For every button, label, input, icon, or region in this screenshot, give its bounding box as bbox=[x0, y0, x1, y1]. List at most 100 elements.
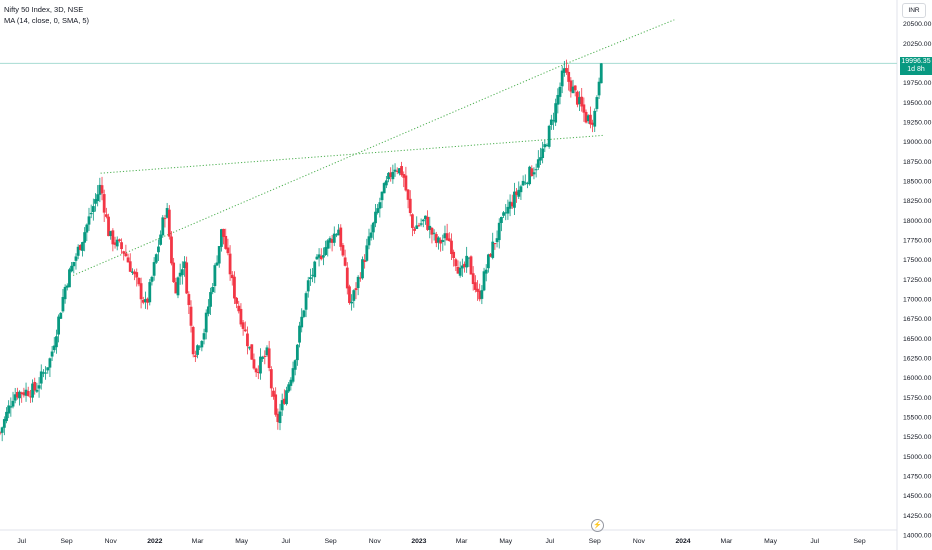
candle-body bbox=[252, 359, 256, 369]
candle-body bbox=[586, 115, 590, 122]
candle-body bbox=[335, 234, 338, 236]
candle-body bbox=[63, 286, 67, 300]
candle-body bbox=[495, 238, 499, 243]
candle-body bbox=[272, 390, 275, 397]
candle-body bbox=[11, 400, 15, 407]
candle-body bbox=[141, 299, 145, 303]
candle-body bbox=[157, 246, 160, 253]
candle-body bbox=[211, 286, 215, 293]
candle-body bbox=[523, 182, 527, 184]
y-tick-label: 15500.00 bbox=[903, 415, 932, 422]
candle-body bbox=[193, 355, 197, 357]
candle-body bbox=[52, 345, 56, 351]
candle-body bbox=[456, 266, 460, 274]
candle-body bbox=[22, 392, 26, 396]
candle-body bbox=[521, 180, 525, 186]
candle-body bbox=[417, 225, 421, 227]
candle-body bbox=[202, 333, 206, 340]
currency-button[interactable]: INR bbox=[902, 3, 926, 18]
candle-body bbox=[306, 280, 310, 292]
candle-body bbox=[489, 253, 492, 257]
candle-body bbox=[59, 312, 63, 319]
x-tick-label: Mar bbox=[456, 538, 468, 545]
candle-body bbox=[541, 148, 545, 159]
candle-body bbox=[567, 71, 571, 82]
candle-body bbox=[98, 184, 102, 195]
candle-body bbox=[180, 269, 184, 276]
candle-body bbox=[397, 168, 401, 174]
candle-body bbox=[209, 292, 212, 307]
candle-body bbox=[57, 316, 61, 335]
candle-body bbox=[263, 355, 267, 357]
candle-body bbox=[549, 119, 553, 126]
candle-body bbox=[68, 269, 71, 288]
lightning-icon[interactable]: ⚡ bbox=[591, 519, 604, 532]
symbol-title[interactable]: Nifty 50 Index, 3D, NSE bbox=[4, 5, 84, 14]
indicator-label[interactable]: MA (14, close, 0, SMA, 5) bbox=[4, 16, 90, 25]
candle-body bbox=[135, 272, 139, 278]
candle-body bbox=[419, 223, 423, 225]
candle-body bbox=[480, 290, 484, 299]
y-tick-label: 16750.00 bbox=[903, 316, 932, 323]
candle-body bbox=[430, 227, 434, 235]
y-tick-label: 19250.00 bbox=[903, 120, 932, 127]
candle-body bbox=[89, 212, 93, 215]
y-tick-label: 14750.00 bbox=[903, 474, 932, 481]
candle-body bbox=[224, 235, 228, 249]
candle-body bbox=[369, 232, 373, 238]
candle-body bbox=[473, 282, 477, 290]
candle-body bbox=[324, 247, 327, 256]
candle-body bbox=[146, 298, 149, 303]
candle-body bbox=[554, 103, 558, 123]
candle-body bbox=[196, 345, 199, 355]
trendline bbox=[563, 19, 675, 66]
candle-body bbox=[556, 95, 560, 105]
candle-body bbox=[274, 394, 278, 415]
candle-body bbox=[241, 322, 245, 329]
candle-body bbox=[259, 356, 262, 374]
candle-body bbox=[441, 240, 445, 242]
candle-body bbox=[330, 239, 334, 243]
candle-body bbox=[450, 240, 453, 255]
candle-body bbox=[463, 263, 466, 268]
candle-body bbox=[246, 333, 249, 347]
candle-body bbox=[319, 255, 323, 260]
candle-body bbox=[267, 348, 271, 368]
candle-body bbox=[358, 277, 362, 279]
candle-body bbox=[584, 111, 588, 123]
candle-body bbox=[126, 257, 130, 263]
y-tick-label: 18250.00 bbox=[903, 198, 932, 205]
candle-body bbox=[250, 344, 254, 360]
candle-body bbox=[87, 216, 91, 225]
candle-body bbox=[361, 259, 364, 279]
candle-body bbox=[565, 68, 568, 73]
candle-body bbox=[476, 288, 479, 292]
x-tick-label: Sep bbox=[854, 538, 866, 545]
y-tick-label: 14500.00 bbox=[903, 493, 932, 500]
y-tick-label: 20250.00 bbox=[903, 41, 932, 48]
y-tick-label: 17250.00 bbox=[903, 277, 932, 284]
candle-body bbox=[545, 145, 549, 147]
candle-body bbox=[131, 271, 134, 273]
candle-body bbox=[504, 212, 508, 214]
candle-body bbox=[55, 336, 58, 348]
candle-body bbox=[482, 271, 486, 291]
candle-body bbox=[122, 251, 126, 254]
candle-body bbox=[154, 254, 158, 263]
x-tick-label: Jul bbox=[281, 538, 290, 545]
candle-body bbox=[233, 276, 236, 299]
candle-body bbox=[48, 358, 52, 368]
candle-body bbox=[382, 183, 386, 194]
candle-body bbox=[326, 240, 330, 249]
candle-body bbox=[183, 261, 186, 269]
candle-body bbox=[426, 216, 430, 230]
candle-body bbox=[530, 168, 534, 177]
candle-body bbox=[235, 297, 238, 304]
candle-body bbox=[452, 251, 456, 258]
candle-body bbox=[137, 277, 141, 285]
candle-body bbox=[424, 215, 427, 220]
candle-body bbox=[337, 229, 341, 236]
x-tick-label: May bbox=[764, 538, 777, 545]
candle-body bbox=[107, 216, 110, 237]
